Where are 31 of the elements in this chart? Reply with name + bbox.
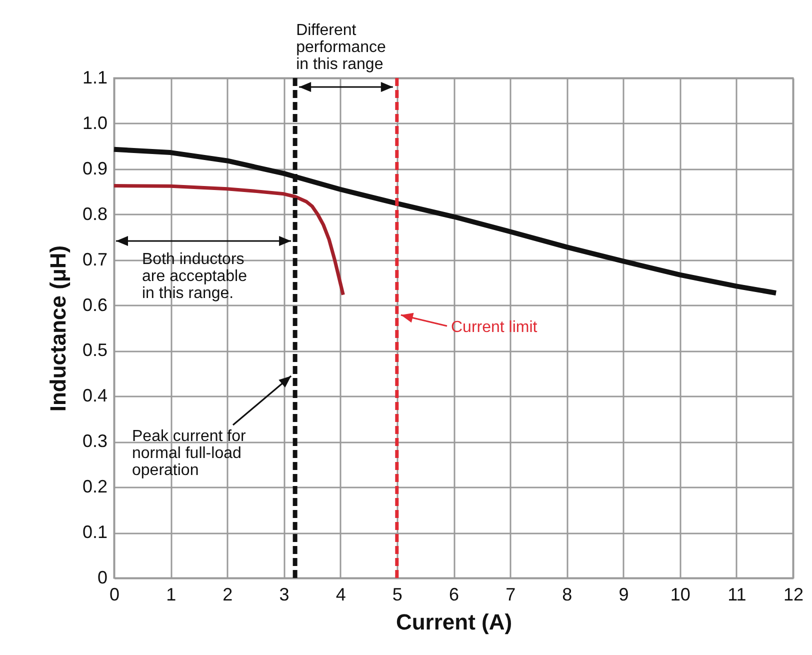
x-tick-label: 5 — [392, 584, 402, 604]
y-tick-label: 0.3 — [82, 431, 108, 452]
y-tick-label: 0.6 — [82, 294, 108, 315]
y-tick-label: 1.1 — [82, 68, 108, 88]
x-tick-label: 6 — [448, 584, 460, 604]
y-tick-label: 0.8 — [82, 204, 108, 224]
x-tick-label: 1 — [166, 584, 176, 604]
ref-line-label: Peak current for normal full-load operation — [132, 428, 246, 479]
y-tick-label: 0.4 — [82, 386, 108, 406]
y-tick-label: 0.5 — [82, 340, 108, 360]
y-axis-title: Inductance (μH) — [45, 245, 70, 412]
y-tick-label: 0.7 — [82, 249, 108, 270]
y-tick-label: 0.2 — [82, 476, 108, 497]
x-tick-label: 4 — [336, 584, 346, 604]
y-tick-label: 0.9 — [82, 158, 108, 178]
ref-line-label: Current limit — [451, 319, 538, 336]
x-tick-label: 8 — [562, 584, 572, 604]
x-tick-label: 11 — [728, 584, 746, 604]
x-tick-label: 12 — [783, 584, 804, 604]
x-tick-label: 3 — [279, 584, 290, 604]
x-tick-label: 0 — [109, 584, 120, 604]
x-tick-label: 7 — [506, 584, 516, 604]
y-tick-label: 1.0 — [82, 112, 108, 133]
x-axis-title: Current (A) — [396, 610, 512, 634]
y-tick-label: 0.1 — [82, 522, 108, 542]
text: Different performance in this range — [296, 22, 386, 73]
x-tick-label: 2 — [222, 584, 233, 604]
y-tick-label: 0 — [97, 568, 108, 588]
annotation: Both inductors are acceptable in this range. — [142, 251, 248, 302]
x-tick-label: 10 — [670, 584, 690, 604]
x-tick-label: 9 — [618, 584, 629, 604]
